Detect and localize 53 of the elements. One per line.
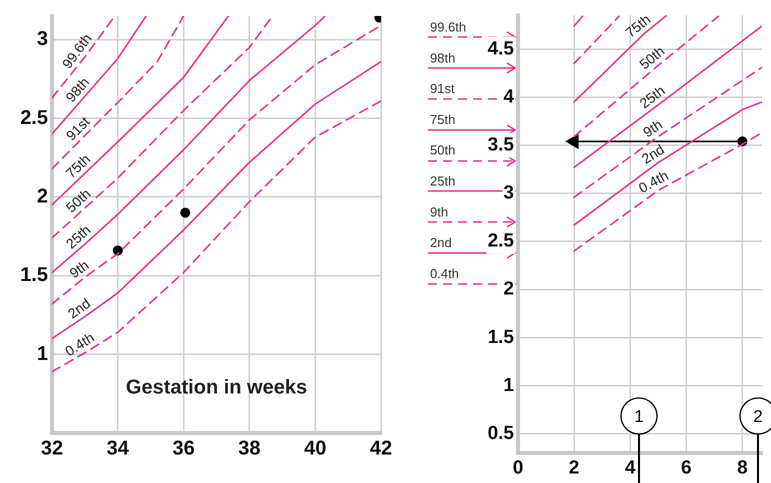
text: 75th <box>62 150 94 182</box>
x-tick-label: 4 <box>624 458 636 479</box>
y-tick-label: 1.5 <box>20 264 48 286</box>
text: 0.4th <box>430 266 459 281</box>
x-axis-title: Gestation in weeks <box>126 376 308 399</box>
text: 25th <box>430 173 456 188</box>
annotation: 1 <box>634 407 644 426</box>
text: 50th <box>62 185 94 216</box>
y-tick-label: 2 <box>503 278 514 300</box>
text: 9th <box>66 256 92 282</box>
y-tick-label: 2 <box>36 185 48 208</box>
x-tick-label: 40 <box>304 438 326 460</box>
text: 98th <box>430 50 456 66</box>
x-tick-label: 38 <box>238 438 261 460</box>
y-tick-label: 1 <box>503 374 514 396</box>
y-tick-label: 0.5 <box>488 423 514 444</box>
y-tick-label: 3 <box>503 182 514 204</box>
x-tick-label: 6 <box>680 458 692 479</box>
text: 75th <box>430 112 456 127</box>
text: 0.4th <box>62 329 97 360</box>
text: 9th <box>640 116 666 140</box>
annotation: 2 <box>753 407 763 426</box>
y-tick-label: 4 <box>503 86 514 108</box>
text: 2nd <box>64 295 94 322</box>
text: 50th <box>636 42 668 72</box>
x-tick-label: 2 <box>568 458 580 479</box>
text: 2nd <box>430 235 452 250</box>
x-tick-label: 36 <box>172 438 195 460</box>
text: 91st <box>62 113 93 144</box>
text: 2nd <box>638 140 667 167</box>
y-tick-label: 3 <box>36 28 48 50</box>
text: 9th <box>430 204 448 220</box>
text: 50th <box>430 142 456 158</box>
y-tick-label: 1 <box>36 342 48 365</box>
x-tick-label: 8 <box>737 458 748 479</box>
text: 98th <box>62 74 92 106</box>
text: 0.4th <box>636 167 671 196</box>
y-tick-label: 1.5 <box>488 326 514 348</box>
y-tick-label: 3.5 <box>488 134 514 156</box>
text: 99.6th <box>430 19 466 34</box>
y-tick-label: 2.5 <box>488 230 514 252</box>
text: 25th <box>62 222 94 252</box>
x-tick-label: 32 <box>40 438 64 460</box>
line-series <box>52 100 381 372</box>
text: 75th <box>622 11 654 41</box>
x-tick-label: 42 <box>370 438 392 460</box>
y-tick-label: 4.5 <box>488 38 514 60</box>
x-tick-label: 34 <box>106 438 130 460</box>
text: 25th <box>636 82 668 112</box>
point <box>180 208 190 218</box>
y-tick-label: 2.5 <box>20 106 48 129</box>
text: 91st <box>430 81 455 96</box>
x-tick-label: 0 <box>512 458 524 479</box>
